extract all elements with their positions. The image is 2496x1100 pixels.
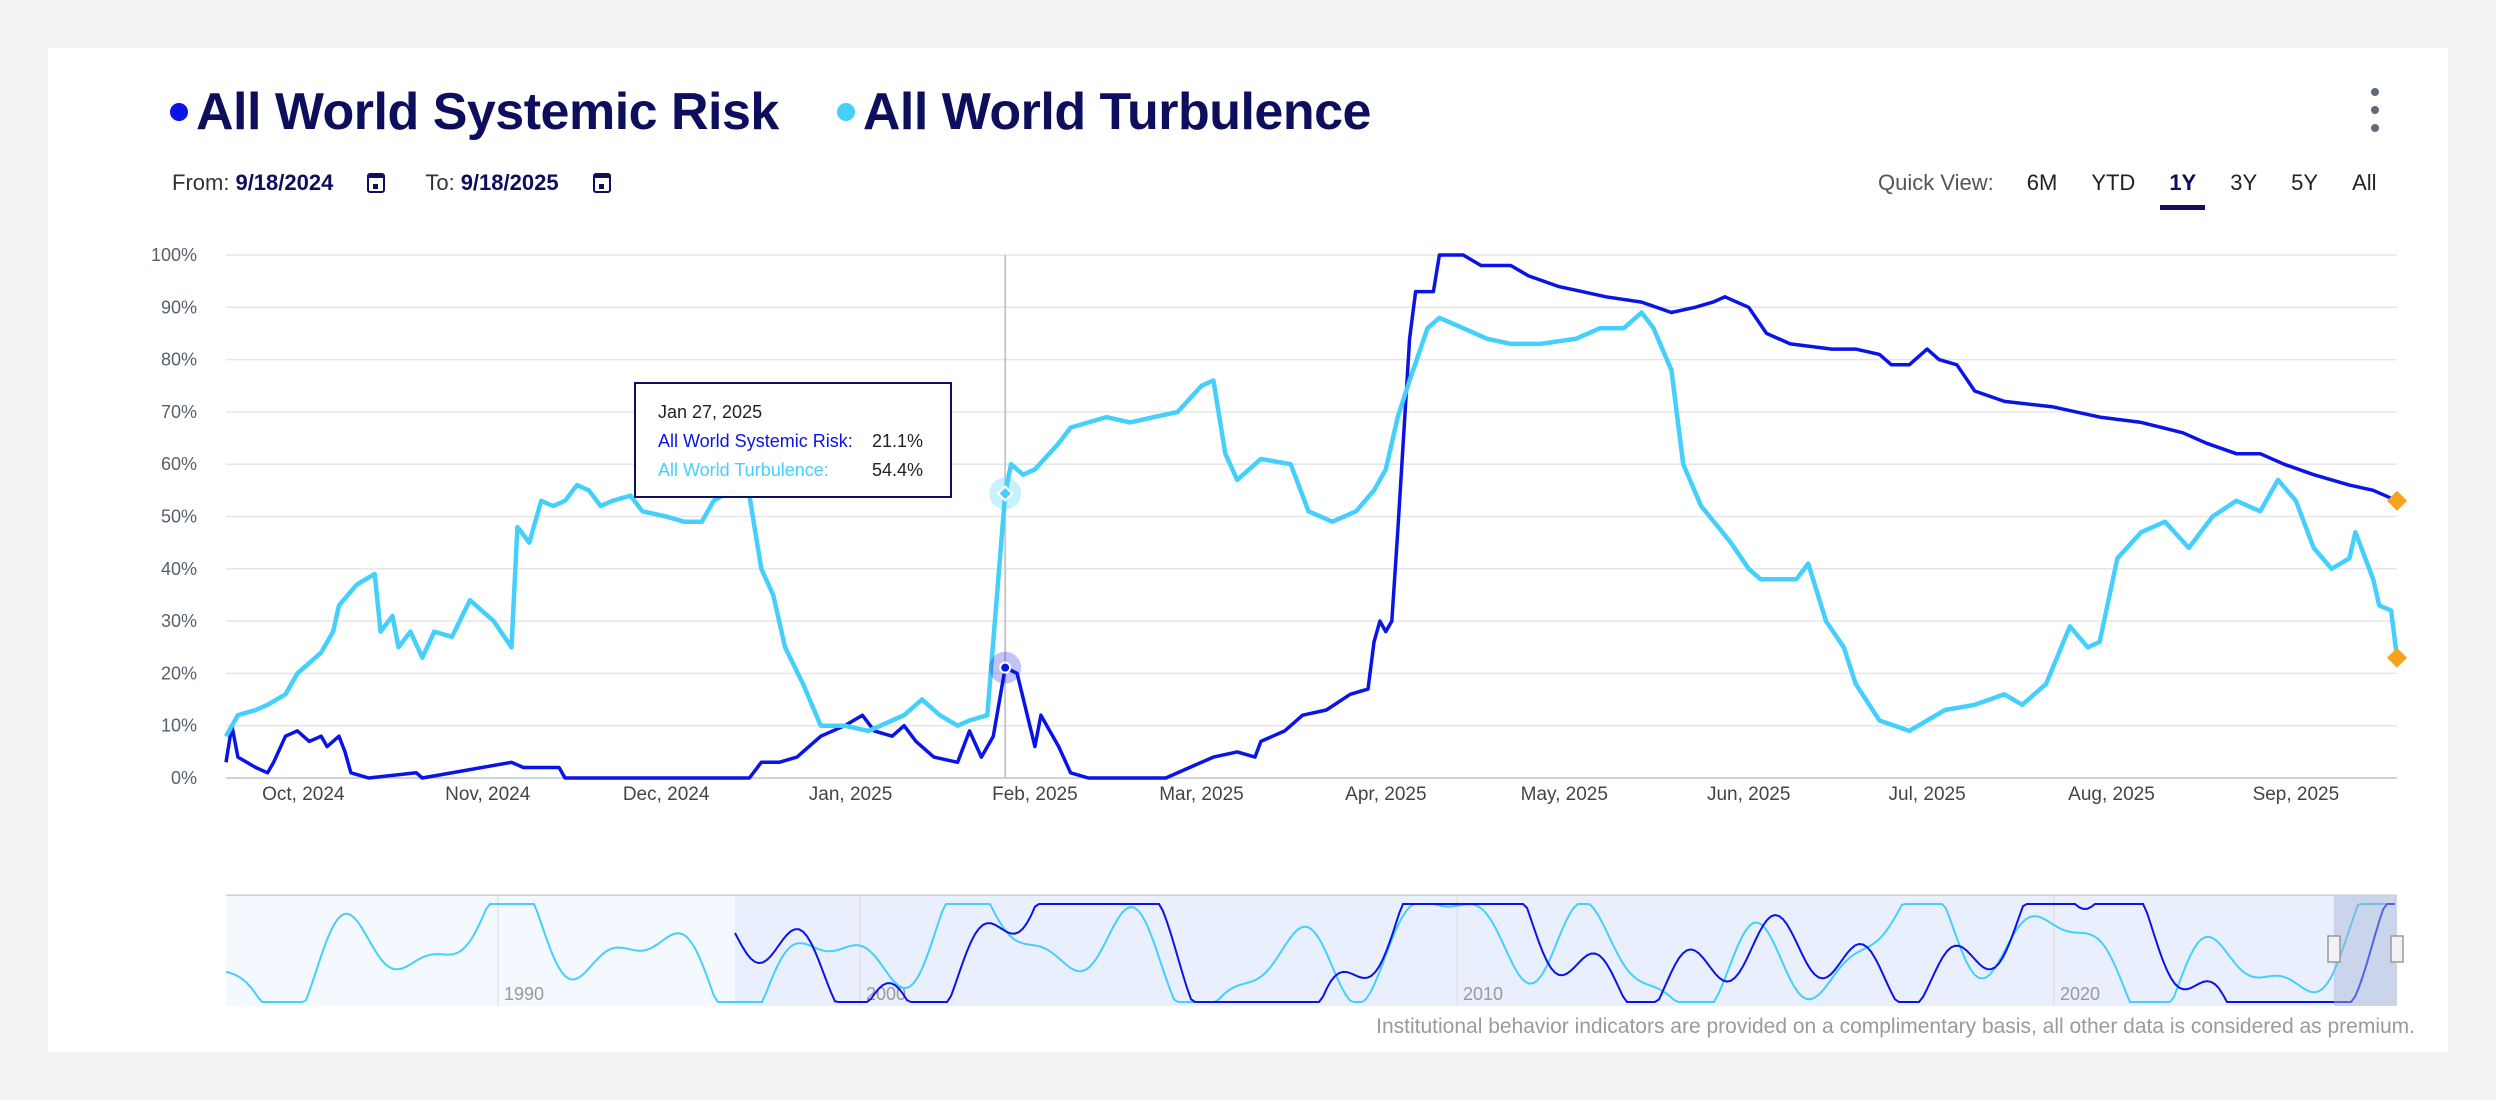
calendar-icon[interactable]	[367, 173, 386, 193]
y-tick-label: 40%	[161, 559, 197, 579]
y-tick-label: 60%	[161, 454, 197, 474]
navigator-year-label: 2010	[1463, 984, 1503, 1004]
navigator-shaded-band	[735, 896, 2335, 1006]
navigator-selection	[2334, 896, 2397, 1006]
navigator-year-label: 2020	[2060, 984, 2100, 1004]
navigator-handle[interactable]	[2390, 935, 2404, 963]
series-dot-icon	[836, 103, 855, 121]
quick-view-3y[interactable]: 3Y	[2230, 170, 2258, 195]
date-range: From: 9/18/2024 To: 9/18/2025	[172, 170, 651, 196]
hover-point-systemic-risk	[999, 661, 1012, 674]
x-tick-label: Feb, 2025	[992, 784, 1078, 805]
tooltip-label-turbulence: All World Turbulence:	[658, 460, 829, 480]
y-tick-label: 100%	[151, 245, 197, 265]
navigator-series-turbulence	[225, 903, 2394, 1003]
x-tick-label: Sep, 2025	[2253, 784, 2340, 805]
y-tick-label: 20%	[161, 663, 197, 683]
kebab-menu-icon[interactable]	[2366, 88, 2384, 132]
series-dot-icon	[170, 103, 188, 121]
calendar-icon[interactable]	[592, 173, 611, 193]
legend-label: All World Turbulence	[862, 83, 1372, 141]
footer-note: Institutional behavior indicators are pr…	[1376, 1015, 2415, 1038]
tooltip-date: Jan 27, 2025	[658, 402, 763, 422]
navigator-year-label: 1990	[504, 984, 544, 1004]
y-tick-label: 80%	[161, 350, 197, 370]
navigator-year-label: 2000	[866, 984, 906, 1004]
from-date-input[interactable]: 9/18/2024	[235, 170, 334, 195]
y-tick-label: 0%	[171, 768, 197, 788]
hover-point-turbulence	[996, 485, 1014, 502]
x-tick-label: Aug, 2025	[2068, 784, 2155, 805]
quick-view: Quick View: 6M YTD 1Y 3Y 5Y All	[1878, 170, 2394, 210]
end-marker-diamond-icon	[2387, 647, 2407, 668]
x-tick-label: Mar, 2025	[1159, 784, 1244, 805]
y-tick-label: 50%	[161, 507, 197, 527]
series-line-systemic-risk	[224, 253, 2398, 780]
series-line-turbulence	[224, 310, 2400, 738]
legend-item-systemic-risk[interactable]: All World Systemic Risk	[170, 82, 779, 142]
legend-label: All World Systemic Risk	[196, 83, 779, 141]
quick-view-ytd[interactable]: YTD	[2091, 170, 2136, 195]
legend-item-turbulence[interactable]: All World Turbulence	[836, 82, 1372, 142]
quick-view-6m[interactable]: 6M	[2026, 170, 2058, 195]
end-marker-diamond-icon	[2387, 490, 2407, 511]
x-tick-label: Jun, 2025	[1707, 784, 1790, 805]
navigator[interactable]: 1990 2000 2010 2020	[225, 894, 2404, 1006]
tooltip-label-systemic-risk: All World Systemic Risk:	[658, 431, 853, 451]
x-tick-label: Apr, 2025	[1345, 784, 1426, 805]
x-tick-label: Jan, 2025	[809, 784, 892, 805]
from-label: From:	[172, 170, 230, 195]
legend: All World Systemic Risk All World Turbul…	[170, 82, 1429, 142]
x-tick-label: Oct, 2024	[262, 784, 345, 805]
to-label: To:	[425, 170, 455, 195]
x-tick-label: Nov, 2024	[445, 784, 531, 805]
to-date-input[interactable]: 9/18/2025	[460, 170, 559, 195]
y-tick-label: 10%	[161, 716, 197, 736]
x-tick-label: Dec, 2024	[623, 784, 710, 805]
x-tick-label: May, 2025	[1521, 784, 1608, 805]
x-tick-label: Jul, 2025	[1889, 784, 1966, 805]
chart-card	[48, 48, 2448, 1052]
tooltip: Jan 27, 2025 All World Systemic Risk: 21.…	[634, 382, 952, 498]
tooltip-value-systemic-risk: 21.1%	[872, 431, 924, 451]
navigator-handle[interactable]	[2327, 935, 2341, 963]
tooltip-value-turbulence: 54.4%	[872, 460, 924, 480]
navigator-series-systemic-risk	[734, 903, 2395, 1003]
y-tick-label: 90%	[161, 297, 197, 317]
quick-view-all[interactable]: All	[2352, 170, 2377, 195]
y-tick-label: 70%	[161, 402, 197, 422]
quick-view-5y[interactable]: 5Y	[2291, 170, 2319, 195]
quick-view-label: Quick View:	[1878, 170, 1994, 195]
quick-view-1y[interactable]: 1Y	[2152, 170, 2213, 210]
y-tick-label: 30%	[161, 611, 197, 631]
